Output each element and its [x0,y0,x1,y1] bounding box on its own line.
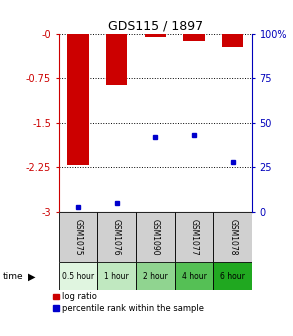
Text: GSM1075: GSM1075 [74,219,82,256]
Text: time: time [3,272,23,281]
Text: 1 hour: 1 hour [104,272,129,281]
Title: GDS115 / 1897: GDS115 / 1897 [108,19,203,33]
Text: 2 hour: 2 hour [143,272,168,281]
Bar [97,262,136,290]
Bar [183,34,205,41]
Bar [59,262,97,290]
Bar [136,212,175,262]
Text: 0.5 hour: 0.5 hour [62,272,94,281]
Bar [136,262,175,290]
Bar [175,212,213,262]
Text: ▶: ▶ [28,271,35,281]
Text: 4 hour: 4 hour [182,272,206,281]
Text: GSM1078: GSM1078 [228,219,237,255]
Text: GSM1090: GSM1090 [151,219,160,256]
Bar [145,34,166,37]
Text: 6 hour: 6 hour [220,272,245,281]
Bar [213,212,252,262]
Bar [106,34,127,85]
Bar [67,34,88,165]
Text: GSM1076: GSM1076 [112,219,121,256]
Bar [175,262,213,290]
Legend: log ratio, percentile rank within the sample: log ratio, percentile rank within the sa… [53,292,204,313]
Bar [222,34,243,47]
Bar [59,212,97,262]
Bar [213,262,252,290]
Bar [97,212,136,262]
Text: GSM1077: GSM1077 [190,219,198,256]
